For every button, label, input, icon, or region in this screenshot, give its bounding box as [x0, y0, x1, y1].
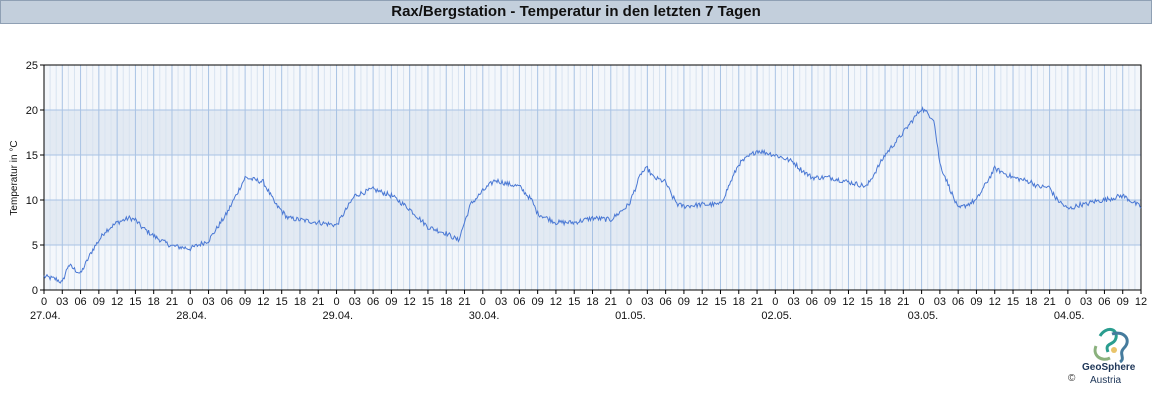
- x-tick-label: 03: [1080, 296, 1092, 308]
- y-tick-label: 5: [32, 240, 38, 252]
- x-tick-label: 12: [842, 296, 854, 308]
- x-tick-label: 12: [550, 296, 562, 308]
- x-tick-label: 0: [480, 296, 486, 308]
- x-tick-label: 06: [660, 296, 672, 308]
- date-label: 01.05.: [615, 310, 646, 322]
- x-tick-label: 18: [294, 296, 306, 308]
- x-tick-label: 03: [202, 296, 214, 308]
- x-tick-label: 18: [148, 296, 160, 308]
- x-date-labels: 27.04. 28.04. 29.04. 30.04. 01.05. 02.05. 03.0…: [30, 310, 1084, 322]
- x-tick-label: 15: [861, 296, 873, 308]
- x-tick-label: 12: [257, 296, 269, 308]
- x-tick-label: 21: [458, 296, 470, 308]
- logo-name-line1: GeoSphere: [1082, 362, 1136, 373]
- x-tick-label: 21: [897, 296, 909, 308]
- x-tick-label: 15: [129, 296, 141, 308]
- y-tick-label: 25: [26, 60, 38, 72]
- x-tick-label: 21: [605, 296, 617, 308]
- x-tick-label: 12: [989, 296, 1001, 308]
- logo-name-line2: Austria: [1090, 375, 1122, 386]
- x-tick-label: 09: [239, 296, 251, 308]
- copyright-symbol: ©: [1068, 373, 1076, 384]
- x-tick-label: 09: [824, 296, 836, 308]
- y-tick-label: 15: [26, 150, 38, 162]
- date-label: 27.04.: [30, 310, 61, 322]
- x-tick-label: 15: [714, 296, 726, 308]
- x-tick-label: 03: [641, 296, 653, 308]
- x-tick-label: 15: [1007, 296, 1019, 308]
- x-tick-label: 0: [919, 296, 925, 308]
- x-tick-label: 06: [513, 296, 525, 308]
- x-tick-label: 18: [440, 296, 452, 308]
- x-tick-label: 06: [74, 296, 86, 308]
- x-tick-label: 18: [586, 296, 598, 308]
- x-tick-label: 06: [952, 296, 964, 308]
- x-tick-label: 03: [349, 296, 361, 308]
- date-label: 04.05.: [1054, 310, 1085, 322]
- x-tick-label: 06: [1098, 296, 1110, 308]
- x-tick-label: 18: [733, 296, 745, 308]
- date-label: 02.05.: [761, 310, 792, 322]
- temperature-chart: 0 5 10 15 20 25 0 03 06 09 12 15 18 21 0 03 06 09 12 15 18 2…: [9, 60, 1147, 322]
- x-tick-label: 09: [970, 296, 982, 308]
- date-label: 28.04.: [176, 310, 207, 322]
- x-tick-label: 06: [367, 296, 379, 308]
- x-axis-ticks: 0 03 06 09 12 15 18 21 0 03 06 09 12 15 18 21 0 03 06 09 12 1…: [41, 290, 1147, 308]
- title-bar: Rax/Bergstation - Temperatur in den letz…: [0, 0, 1152, 24]
- x-tick-label: 12: [111, 296, 123, 308]
- x-tick-label: 15: [568, 296, 580, 308]
- x-tick-label: 0: [1065, 296, 1071, 308]
- x-tick-label: 09: [1117, 296, 1129, 308]
- x-tick-label: 03: [495, 296, 507, 308]
- x-tick-label: 21: [751, 296, 763, 308]
- x-tick-label: 15: [422, 296, 434, 308]
- x-tick-label: 0: [772, 296, 778, 308]
- temperature-series-line: [43, 105, 1142, 284]
- x-tick-label: 12: [1135, 296, 1147, 308]
- x-tick-label: 18: [1025, 296, 1037, 308]
- horizontal-gridlines: [44, 109, 1141, 246]
- chart-title: Rax/Bergstation - Temperatur in den letz…: [391, 3, 761, 20]
- x-tick-label: 03: [56, 296, 68, 308]
- x-tick-label: 12: [696, 296, 708, 308]
- x-tick-label: 0: [41, 296, 47, 308]
- y-axis-label: Temperatur in °C: [9, 140, 20, 215]
- date-label: 30.04.: [469, 310, 500, 322]
- geosphere-logo-icon: [1093, 328, 1129, 364]
- y-tick-label: 0: [32, 285, 38, 297]
- x-tick-label: 18: [879, 296, 891, 308]
- x-tick-label: 0: [626, 296, 632, 308]
- x-tick-label: 21: [166, 296, 178, 308]
- x-tick-label: 21: [1043, 296, 1055, 308]
- x-tick-label: 03: [934, 296, 946, 308]
- x-tick-label: 15: [276, 296, 288, 308]
- x-tick-label: 06: [806, 296, 818, 308]
- date-label: 29.04.: [323, 310, 354, 322]
- x-tick-label: 12: [404, 296, 416, 308]
- x-tick-label: 0: [333, 296, 339, 308]
- x-tick-label: 09: [385, 296, 397, 308]
- y-tick-label: 10: [26, 195, 38, 207]
- date-label: 03.05.: [908, 310, 939, 322]
- x-tick-label: 09: [93, 296, 105, 308]
- x-tick-label: 06: [221, 296, 233, 308]
- x-tick-label: 09: [678, 296, 690, 308]
- x-tick-label: 03: [787, 296, 799, 308]
- y-tick-label: 20: [26, 105, 38, 117]
- x-tick-label: 21: [312, 296, 324, 308]
- x-tick-label: 0: [187, 296, 193, 308]
- x-tick-label: 09: [532, 296, 544, 308]
- y-axis-ticks: 0 5 10 15 20 25: [26, 60, 44, 297]
